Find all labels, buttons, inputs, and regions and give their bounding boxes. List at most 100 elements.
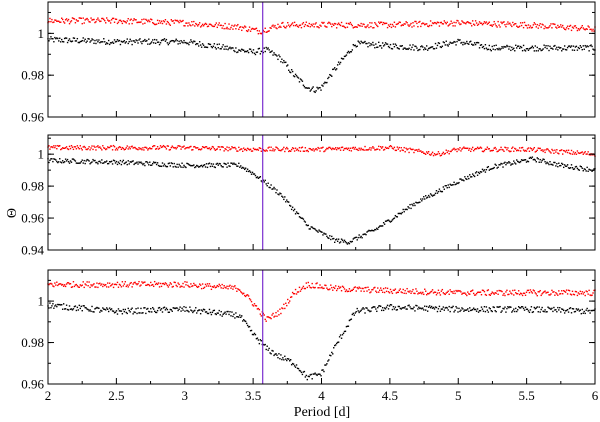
data-point [271,314,273,316]
data-point [275,353,277,355]
data-point [254,174,257,177]
data-point [425,23,427,25]
data-point [533,306,536,309]
data-point [215,148,218,151]
data-point [77,146,80,149]
data-point [178,40,180,43]
data-point [556,46,558,49]
data-point [361,41,363,44]
data-point [108,160,111,163]
data-point [212,45,215,47]
data-point [205,285,208,287]
data-point [195,43,197,46]
data-point [197,285,200,288]
data-point [323,287,325,290]
data-point [575,27,578,29]
data-point [298,369,301,372]
data-point [113,283,116,286]
data-point [94,146,96,148]
data-point [568,152,571,154]
data-point [48,40,50,42]
data-point [577,152,580,154]
data-point [81,159,83,161]
data-point [385,290,388,293]
data-point [435,47,438,49]
data-point [465,293,467,295]
data-point [570,45,573,47]
data-point [73,159,76,161]
data-point [82,281,84,283]
data-point [193,310,195,312]
data-point [66,308,69,311]
data-point [295,293,298,295]
data-point [563,164,566,166]
data-point [110,145,113,147]
data-point [127,286,129,288]
data-point [570,312,573,314]
data-point [140,284,142,286]
data-point [133,40,135,42]
data-point [53,145,55,147]
data-point [125,41,127,43]
data-point [136,21,138,24]
data-point [525,150,528,152]
data-point [323,232,325,234]
data-point [167,162,170,165]
data-point [147,307,149,310]
data-point [482,22,485,25]
data-point [430,194,433,196]
data-point [299,216,302,219]
data-point [236,150,238,152]
data-point [421,151,423,154]
data-point [500,47,502,50]
data-point [581,25,583,27]
data-point [233,25,235,27]
data-point [99,20,101,23]
data-point [397,291,400,294]
data-point [66,41,69,44]
data-point [83,145,85,148]
data-point [367,24,369,26]
data-point [503,45,505,48]
data-point [259,339,262,341]
data-point [166,42,169,44]
data-point [316,374,318,377]
data-point [330,23,332,25]
data-point [228,313,230,316]
data-point [221,166,223,168]
data-point [584,29,586,31]
data-point [257,307,260,310]
data-point [330,238,332,241]
data-point [422,46,424,48]
data-point [363,41,365,44]
data-point [130,18,132,20]
data-point [238,288,240,291]
data-point [69,40,72,42]
data-point [109,308,112,311]
data-point [208,308,211,311]
data-point [236,165,238,167]
data-point [249,299,252,301]
data-point [152,306,154,309]
data-point [517,293,519,295]
data-point [151,18,153,21]
data-point [213,166,216,168]
data-point [218,309,220,312]
data-point [534,159,537,161]
data-point [206,46,209,49]
data-point [475,22,478,24]
data-point [536,23,538,26]
data-point [227,28,229,30]
data-point [448,186,450,189]
data-point [484,22,487,24]
data-point [126,38,128,40]
data-point [115,283,118,286]
data-point [517,149,520,152]
data-point [517,26,520,28]
data-point [517,26,519,28]
data-point [66,282,69,284]
data-point [397,305,400,308]
data-point [222,166,224,168]
data-point [58,283,60,285]
data-point [362,42,364,44]
